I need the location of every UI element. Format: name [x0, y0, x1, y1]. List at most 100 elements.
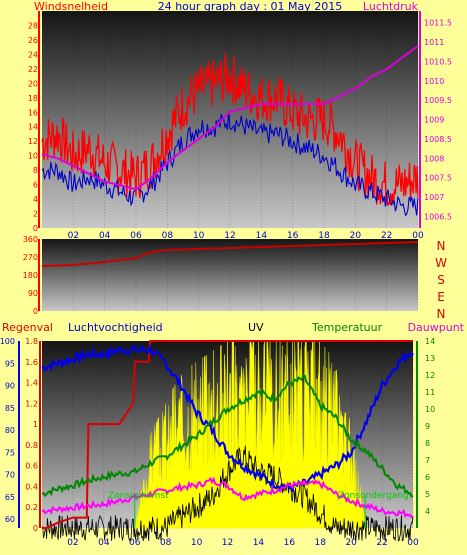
- y-right-tick-label: 1011: [424, 38, 444, 47]
- y-right-tick-label: 1007: [424, 193, 444, 202]
- compass-label: S: [437, 273, 445, 287]
- humidity-tick-label: 75: [5, 448, 15, 457]
- x-tick-label: 14: [256, 231, 268, 241]
- x-tick-label: 06: [129, 538, 141, 548]
- y-right-tick-label: 1007.5: [424, 174, 452, 183]
- y-left-tick-label: 22: [28, 65, 38, 74]
- pressure-line: [41, 45, 419, 191]
- temp-tick-label: 5: [425, 490, 430, 499]
- x-tick-label: 10: [191, 538, 203, 548]
- wind-panel-plot: [41, 45, 419, 217]
- temp-tick-label: 6: [425, 473, 430, 482]
- x-tick-label: 22: [381, 231, 392, 241]
- x-tick-label: 12: [222, 538, 233, 548]
- y-left-tick-label: 4: [33, 195, 38, 204]
- x-tick-label: 00: [412, 231, 424, 241]
- rain-label: Regenval: [2, 321, 53, 334]
- y-right-tick-label: 1008.5: [424, 135, 452, 144]
- rain-tick-label: 1.2: [25, 399, 38, 408]
- y-left-tick-label: 10: [28, 152, 38, 161]
- rain-tick-label: 0.8: [25, 441, 38, 450]
- temp-tick-label: 8: [425, 439, 430, 448]
- y-left-tick-label: 14: [28, 123, 38, 132]
- y-right-tick-label: 1010: [424, 77, 444, 86]
- temp-tick-label: 11: [425, 388, 435, 397]
- y-right-tick-label: 1006.5: [424, 212, 452, 221]
- wind-panel-bg: [42, 11, 418, 228]
- direction-panel-bg: [42, 239, 418, 311]
- x-tick-label: 04: [98, 538, 110, 548]
- rain-tick-label: 1: [33, 420, 38, 429]
- rain-tick-label: 0.6: [25, 462, 38, 471]
- x-tick-label: 12: [224, 231, 235, 241]
- direction-panel-plot: [41, 241, 419, 267]
- direction-tick-label: 180: [23, 271, 38, 280]
- y-left-tick-label: 6: [33, 181, 38, 190]
- direction-tick-label: 360: [23, 235, 38, 244]
- wind-speed-line: [41, 53, 419, 206]
- rain-tick-label: 1.4: [25, 379, 38, 388]
- y-left-tick-label: 24: [28, 50, 38, 59]
- humidity-line: [41, 343, 414, 494]
- humidity-tick-label: 80: [5, 426, 15, 435]
- temp-tick-label: 9: [425, 422, 430, 431]
- wind-panel-axes: 02 04 06 08 10 12 14 16 18 20 22 000246810121416182…: [28, 11, 452, 241]
- y-left-tick-label: 26: [28, 36, 38, 45]
- x-tick-label: 04: [99, 231, 111, 241]
- y-left-tick-label: 8: [33, 166, 38, 175]
- sunset-label: Zonsondergang: [338, 491, 409, 501]
- humidity-tick-label: 70: [5, 471, 15, 480]
- humidity-label: Luchtvochtigheid: [68, 321, 163, 334]
- y-left-tick-label: 2: [33, 210, 38, 219]
- rain-tick-label: 0: [33, 524, 38, 533]
- x-tick-label: 16: [287, 231, 299, 241]
- x-tick-label: 06: [130, 231, 142, 241]
- y-right-tick-label: 1008: [424, 154, 444, 163]
- y-right-tick-label: 1009.5: [424, 96, 452, 105]
- temp-tick-label: 4: [425, 507, 430, 516]
- y-left-tick-label: 20: [28, 79, 38, 88]
- y-left-tick-label: 12: [28, 137, 38, 146]
- uv-label: UV: [248, 321, 264, 334]
- y-right-tick-label: 1011.5: [424, 19, 452, 28]
- x-tick-label: 16: [284, 538, 296, 548]
- solar-radiation-line: [41, 445, 414, 542]
- direction-tick-label: 270: [23, 253, 38, 262]
- x-tick-label: 18: [315, 538, 327, 548]
- compass-label: E: [437, 290, 445, 304]
- humidity-tick-label: 60: [5, 515, 15, 524]
- dewpoint-label: Dauwpunt: [408, 321, 465, 334]
- compass-label: N: [437, 307, 446, 321]
- compass-label: N: [437, 239, 446, 253]
- rain-tick-label: 1.6: [25, 358, 38, 367]
- rain-tick-label: 0.2: [25, 503, 38, 512]
- humidity-tick-label: 65: [5, 493, 15, 502]
- dewpoint-line: [41, 476, 414, 519]
- pressure-label: Luchtdruk: [363, 0, 419, 13]
- y-left-tick-label: 0: [33, 224, 38, 233]
- temp-tick-label: 14: [425, 337, 435, 346]
- y-left-tick-label: 16: [28, 108, 38, 117]
- y-right-tick-label: 1009: [424, 116, 444, 125]
- wind-speed-label: Windsnelheid: [34, 0, 108, 13]
- sunrise-label: Zonsopkomst: [108, 491, 169, 501]
- compass-label: W: [435, 256, 447, 270]
- direction-tick-label: 0: [33, 307, 38, 316]
- humidity-panel-plot: [41, 340, 414, 542]
- y-left-tick-label: 28: [28, 21, 38, 30]
- x-tick-label: 08: [162, 231, 174, 241]
- y-left-tick-label: 18: [28, 94, 38, 103]
- x-tick-label: 02: [67, 538, 78, 548]
- temperature-label: Temperatuur: [311, 321, 383, 334]
- temp-tick-label: 13: [425, 354, 435, 363]
- humidity-tick-label: 95: [5, 359, 15, 368]
- x-tick-label: 10: [193, 231, 205, 241]
- temp-tick-label: 7: [425, 456, 430, 465]
- y-right-tick-label: 1010.5: [424, 57, 452, 66]
- humidity-tick-label: 100: [0, 337, 15, 346]
- x-tick-label: 20: [345, 538, 357, 548]
- direction-panel-grid: [73, 239, 419, 311]
- humidity-tick-label: 90: [5, 382, 15, 391]
